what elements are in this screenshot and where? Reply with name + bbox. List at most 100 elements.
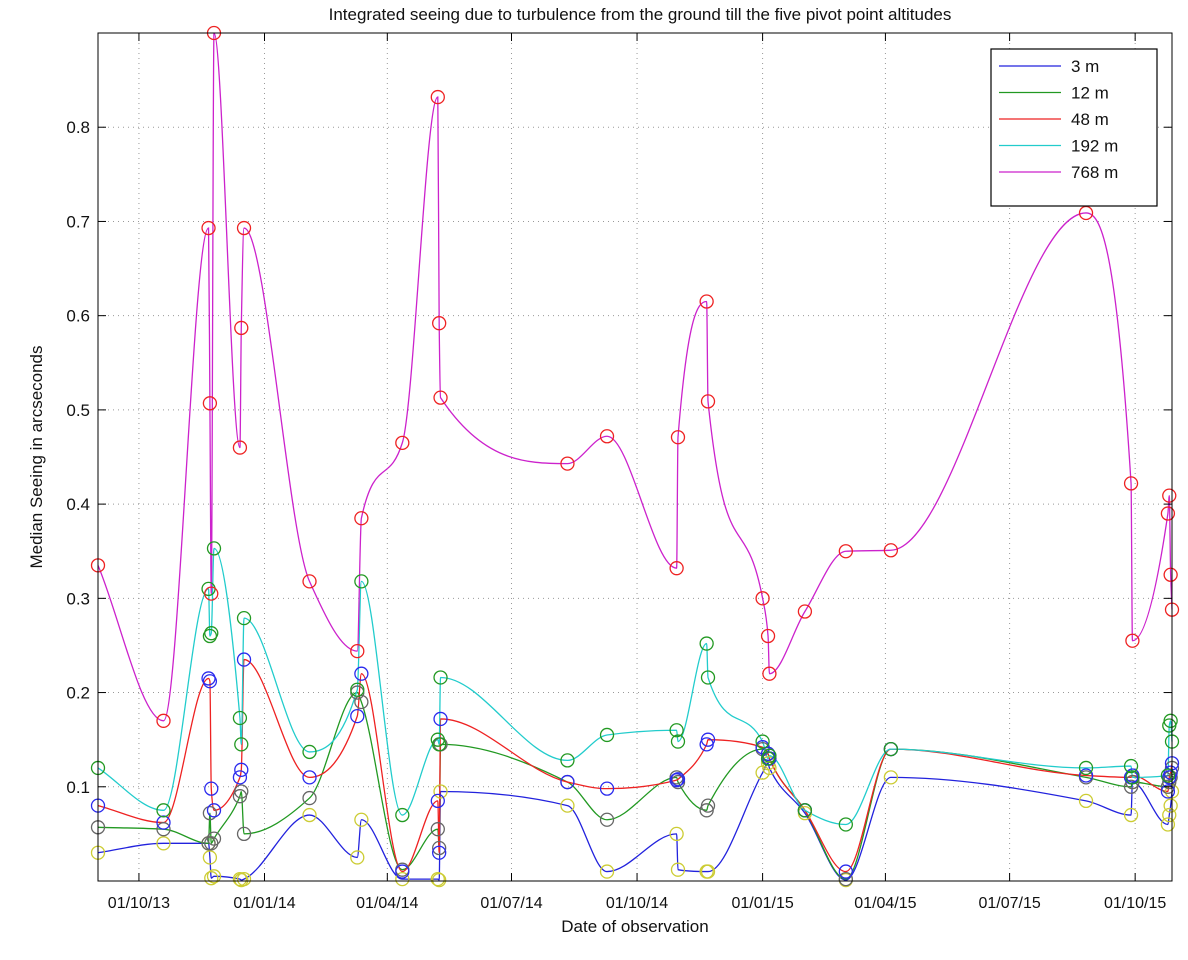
x-tick-label: 01/10/14 [606,895,668,912]
data-point-marker [669,561,684,576]
data-point-marker [669,826,684,842]
data-point-marker [350,850,365,865]
data-point-marker [797,604,813,619]
data-point-marker [797,803,813,818]
data-point-marker [201,220,216,236]
x-tick-label: 01/10/15 [1104,895,1166,912]
data-point-marker [838,864,853,879]
data-point-marker [234,784,249,799]
data-point-marker [760,628,776,644]
x-tick-label: 01/07/14 [480,895,542,912]
data-point-marker [204,626,219,641]
data-point-marker [1123,476,1139,491]
data-point-marker [1160,506,1176,521]
data-point-marker [302,744,317,760]
data-point-marker [560,774,575,790]
x-tick-label: 01/10/13 [108,895,170,912]
data-point-marker [354,511,369,526]
data-point-marker [354,574,369,589]
series-line-12m [97,691,1173,880]
x-tick-label: 01/07/15 [978,895,1040,912]
legend-label: 12 m [1071,84,1109,103]
data-point-marker [156,815,171,830]
data-point-marker [354,666,369,681]
data-point-marker [350,682,365,697]
data-point-marker [156,822,171,837]
data-point-marker [699,294,714,309]
data-point-marker [1163,567,1178,582]
data-point-marker [599,781,615,796]
data-point-marker [354,812,369,827]
legend-label: 192 m [1071,137,1118,156]
series-line-48m [97,658,1173,873]
data-point-marker [430,89,445,105]
data-point-marker [1125,633,1140,648]
data-point-marker [838,544,853,559]
data-point-marker [670,772,686,787]
data-point-marker [1160,784,1176,799]
data-point-marker [560,753,575,768]
data-point-marker [1162,488,1177,503]
data-point-marker [206,803,222,818]
y-tick-label: 0.7 [66,212,90,231]
data-point-marker [1160,817,1176,832]
legend-box [990,48,1158,207]
data-point-marker [204,871,219,886]
data-point-marker [700,732,716,747]
data-point-marker [433,670,448,685]
data-point-marker [302,790,317,806]
data-point-marker [202,674,218,689]
data-point-marker [432,316,447,331]
plot-frame [97,32,1173,882]
data-point-marker [202,396,218,411]
y-tick-label: 0.2 [66,684,90,703]
data-point-marker [236,610,252,626]
data-point-marker [206,541,222,556]
data-point-marker [700,798,716,813]
series-line-192m [97,547,1173,826]
data-point-marker [234,762,249,777]
y-tick-label: 0.4 [66,495,90,514]
data-point-marker [395,864,410,879]
data-point-marker [395,807,410,823]
data-point-marker [599,429,615,444]
data-point-marker [236,652,252,667]
y-tick-label: 0.8 [66,118,90,137]
data-point-marker [206,869,222,884]
data-point-marker [395,871,410,887]
data-point-marker [234,320,249,336]
data-point-marker [302,574,317,589]
data-point-marker [156,713,171,728]
data-point-marker [432,872,447,888]
data-point-marker [206,831,222,846]
data-point-marker [236,871,252,887]
y-tick-label: 0.5 [66,401,90,420]
data-point-marker [204,781,219,796]
data-point-marker [669,773,684,788]
x-axis-label: Date of observation [561,917,708,936]
data-point-marker [433,711,448,727]
data-point-marker [670,430,686,445]
data-point-marker [883,543,899,558]
data-point-marker [1163,713,1178,728]
data-point-marker [560,456,575,471]
data-point-marker [202,850,218,865]
data-point-marker [156,836,171,851]
data-point-marker [1123,807,1139,823]
data-point-marker [700,864,716,879]
data-point-marker [755,591,770,606]
data-point-marker [670,862,686,877]
data-point-marker [699,636,714,651]
data-point-marker [883,770,899,785]
data-point-marker [202,628,218,644]
legend-label: 768 m [1071,163,1118,182]
chart-title: Integrated seeing due to turbulence from… [329,5,952,24]
data-point-marker [432,840,447,856]
data-point-marker [433,784,448,799]
data-point-marker [202,806,218,821]
data-point-marker [302,770,317,785]
data-point-marker [350,643,365,659]
axis-ticks: 01/10/13 01/01/14 01/04/14 01/07/14 01/10/14… [66,33,1172,912]
data-point-marker [1078,768,1094,783]
